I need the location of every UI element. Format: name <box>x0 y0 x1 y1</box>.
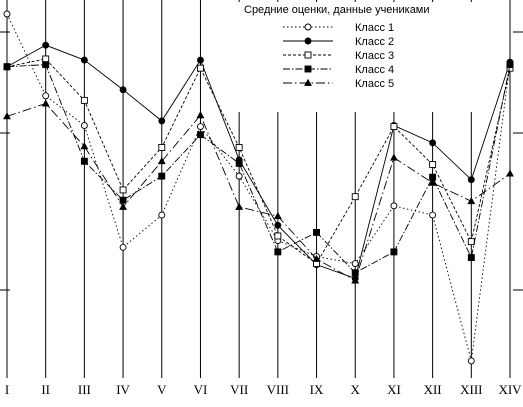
x-tick-label-XIII: XIII <box>460 382 482 397</box>
legend-marker-3 <box>304 51 312 59</box>
x-tick-label-VII: VII <box>230 382 248 397</box>
x-tick-label-IX: IX <box>310 382 324 397</box>
data-point-5-II <box>41 99 50 107</box>
data-point-3-XII <box>429 160 437 168</box>
data-point-5-XI <box>390 153 398 161</box>
data-point-3-XIII <box>467 238 475 246</box>
data-point-3-VII <box>235 144 243 151</box>
y-axis-ticks <box>0 31 523 291</box>
x-tick-label-XIV: XIV <box>498 382 522 397</box>
data-point-5-VII <box>235 202 244 210</box>
x-tick-label-VIII: VIII <box>267 382 289 397</box>
data-point-1-VII <box>235 172 243 180</box>
data-point-4-XIV <box>506 61 514 69</box>
data-point-4-XIII <box>467 254 475 262</box>
series-line-3 <box>6 58 511 265</box>
legend-label-3: Класс 3 <box>355 50 394 62</box>
legend-marker-2 <box>304 37 312 45</box>
data-point-2-V <box>158 117 166 125</box>
legend-marker-1 <box>304 23 312 31</box>
data-point-4-X <box>351 269 359 277</box>
data-point-1-I <box>3 10 11 18</box>
data-point-1-V <box>158 211 166 219</box>
data-point-5-VI <box>196 111 205 119</box>
data-point-2-VI <box>197 56 204 64</box>
legend-background <box>226 2 478 112</box>
data-point-4-XI <box>390 248 398 256</box>
data-point-4-VIII <box>274 248 282 256</box>
data-point-5-IV <box>119 202 127 210</box>
data-point-1-VI <box>197 123 204 131</box>
data-point-5-XIII <box>467 197 476 205</box>
data-point-1-IV <box>119 243 127 251</box>
x-tick-label-XI: XI <box>387 382 401 397</box>
legend-label-4: Класс 4 <box>355 64 394 76</box>
x-tick-label-V: V <box>157 382 167 397</box>
data-point-5-XIV <box>506 169 514 177</box>
series-line-1 <box>6 13 511 362</box>
data-point-1-III <box>80 122 88 129</box>
data-point-5-III <box>80 142 89 150</box>
data-point-4-II <box>42 61 50 69</box>
legend-label-2: Класс 2 <box>355 36 394 48</box>
data-point-2-XII <box>429 139 437 147</box>
data-point-3-III <box>80 96 88 104</box>
series-line-5 <box>6 103 511 282</box>
data-point-2-XIII <box>467 176 475 184</box>
data-point-5-VIII <box>273 211 282 220</box>
data-point-4-VII <box>235 159 243 167</box>
legend: Средние оценки, данные учениками Класс 1… <box>226 2 478 112</box>
data-point-3-II <box>42 55 50 63</box>
x-tick-label-X: X <box>351 382 361 397</box>
data-point-3-XI <box>390 123 398 131</box>
legend-label-1: Класс 1 <box>355 22 394 34</box>
x-tick-label-II: II <box>41 382 50 397</box>
x-tick-label-XII: XII <box>424 382 442 397</box>
x-tick-label-VI: VI <box>194 382 208 397</box>
data-point-3-V <box>158 144 166 151</box>
data-point-1-XIII <box>467 357 475 365</box>
data-point-3-X <box>351 193 359 201</box>
data-point-1-X <box>351 260 359 268</box>
data-point-4-IV <box>119 196 127 204</box>
data-point-2-VIII <box>274 221 282 229</box>
legend-marker-5 <box>304 78 312 86</box>
series-4 <box>3 61 514 277</box>
data-point-3-IV <box>119 186 127 194</box>
x-tick-label-I: I <box>5 382 9 397</box>
data-point-1-II <box>42 92 50 100</box>
data-point-4-VI <box>197 131 204 139</box>
data-point-4-V <box>158 172 166 180</box>
data-point-5-V <box>157 157 166 165</box>
data-point-2-III <box>80 56 88 64</box>
x-tick-label-III: III <box>78 382 91 397</box>
data-point-1-XI <box>390 202 398 210</box>
data-point-4-III <box>80 157 88 165</box>
data-point-5-IX <box>312 254 321 262</box>
data-point-5-X <box>351 276 360 284</box>
data-point-2-IV <box>119 86 127 94</box>
legend-title: Средние оценки, данные учениками <box>244 4 430 16</box>
data-point-4-IX <box>313 228 320 236</box>
data-point-5-XII <box>428 178 437 186</box>
data-point-1-XII <box>429 211 437 219</box>
data-point-3-VI <box>197 64 204 72</box>
data-point-4-I <box>3 63 11 71</box>
series-5 <box>3 99 514 284</box>
legend-marker-4 <box>304 65 312 73</box>
x-tick-labels: I II III IV V VI VII VIII IX X XI XII XIII XIV <box>5 382 522 397</box>
data-point-5-I <box>3 112 11 120</box>
x-tick-label-IV: IV <box>116 382 130 397</box>
data-point-2-II <box>42 41 50 49</box>
legend-label-5: Класс 5 <box>355 78 394 90</box>
series-line-4 <box>6 64 511 274</box>
series-group <box>3 10 514 365</box>
data-point-3-VIII <box>274 232 282 240</box>
